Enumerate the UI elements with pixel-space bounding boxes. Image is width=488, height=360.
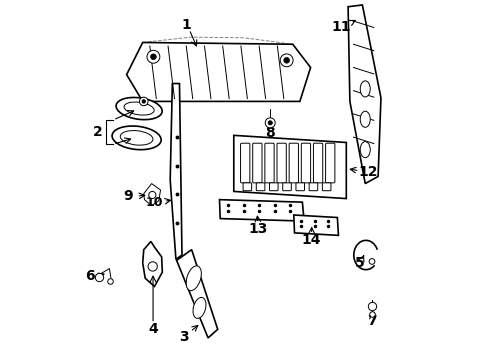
Text: 9: 9	[123, 189, 133, 203]
FancyBboxPatch shape	[308, 183, 317, 191]
Circle shape	[280, 54, 292, 67]
Circle shape	[147, 50, 160, 63]
Ellipse shape	[116, 98, 162, 120]
Text: 7: 7	[367, 314, 376, 328]
Circle shape	[142, 100, 145, 103]
Circle shape	[264, 118, 275, 128]
Ellipse shape	[193, 297, 205, 318]
Polygon shape	[126, 42, 310, 102]
FancyBboxPatch shape	[288, 143, 298, 183]
FancyBboxPatch shape	[282, 183, 291, 191]
Ellipse shape	[112, 126, 161, 150]
FancyBboxPatch shape	[256, 183, 264, 191]
Circle shape	[148, 192, 156, 199]
Text: 4: 4	[148, 322, 158, 336]
Ellipse shape	[186, 266, 201, 291]
Polygon shape	[219, 200, 304, 221]
FancyBboxPatch shape	[295, 183, 304, 191]
Ellipse shape	[120, 131, 153, 145]
Polygon shape	[143, 184, 160, 206]
Text: 6: 6	[85, 269, 95, 283]
FancyBboxPatch shape	[276, 143, 285, 183]
FancyBboxPatch shape	[313, 143, 322, 183]
Circle shape	[267, 121, 272, 125]
Text: 12: 12	[357, 165, 377, 179]
Text: 10: 10	[145, 195, 163, 209]
FancyBboxPatch shape	[264, 143, 274, 183]
FancyBboxPatch shape	[240, 143, 249, 183]
Circle shape	[139, 97, 148, 106]
FancyBboxPatch shape	[325, 143, 334, 183]
Ellipse shape	[124, 102, 154, 115]
Circle shape	[368, 258, 374, 264]
Ellipse shape	[360, 111, 369, 127]
FancyBboxPatch shape	[269, 183, 278, 191]
Polygon shape	[233, 135, 346, 199]
Circle shape	[148, 262, 157, 271]
Text: 14: 14	[301, 233, 321, 247]
Text: 13: 13	[248, 222, 267, 236]
Ellipse shape	[360, 141, 369, 158]
FancyBboxPatch shape	[322, 183, 330, 191]
Text: 1: 1	[182, 18, 191, 32]
FancyBboxPatch shape	[252, 143, 262, 183]
Ellipse shape	[360, 81, 369, 97]
FancyBboxPatch shape	[243, 183, 251, 191]
Circle shape	[150, 54, 156, 60]
Text: 5: 5	[354, 256, 364, 270]
Text: 3: 3	[179, 330, 188, 344]
Text: 11: 11	[331, 20, 351, 34]
FancyBboxPatch shape	[301, 143, 310, 183]
Text: 2: 2	[92, 125, 102, 139]
Polygon shape	[293, 215, 338, 235]
Polygon shape	[142, 242, 162, 287]
Polygon shape	[347, 5, 380, 184]
Circle shape	[283, 58, 289, 63]
Text: 8: 8	[265, 126, 275, 140]
Polygon shape	[176, 249, 217, 338]
Polygon shape	[170, 84, 182, 259]
